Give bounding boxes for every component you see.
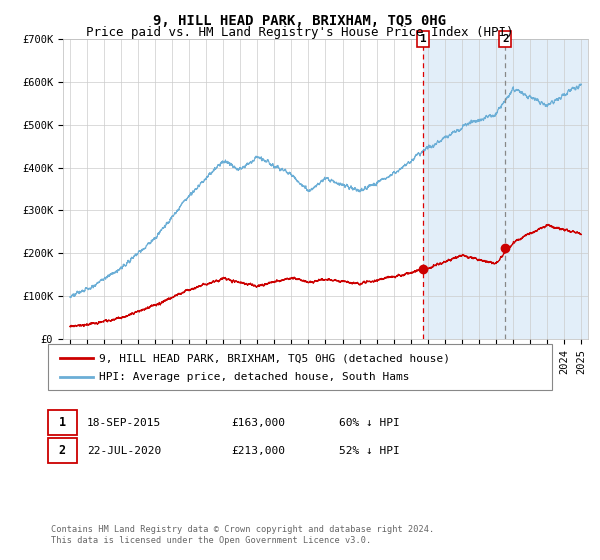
Text: 9, HILL HEAD PARK, BRIXHAM, TQ5 0HG: 9, HILL HEAD PARK, BRIXHAM, TQ5 0HG bbox=[154, 14, 446, 28]
Text: 52% ↓ HPI: 52% ↓ HPI bbox=[339, 446, 400, 456]
Text: 9, HILL HEAD PARK, BRIXHAM, TQ5 0HG (detached house): 9, HILL HEAD PARK, BRIXHAM, TQ5 0HG (det… bbox=[99, 353, 450, 363]
Text: £213,000: £213,000 bbox=[231, 446, 285, 456]
Text: 1: 1 bbox=[419, 34, 427, 44]
Text: HPI: Average price, detached house, South Hams: HPI: Average price, detached house, Sout… bbox=[99, 372, 409, 382]
Text: Price paid vs. HM Land Registry's House Price Index (HPI): Price paid vs. HM Land Registry's House … bbox=[86, 26, 514, 39]
Text: 18-SEP-2015: 18-SEP-2015 bbox=[87, 418, 161, 428]
Bar bbox=[423, 39, 590, 339]
Text: 2: 2 bbox=[502, 34, 509, 44]
Text: 1: 1 bbox=[59, 416, 66, 430]
Text: £163,000: £163,000 bbox=[231, 418, 285, 428]
Text: 2: 2 bbox=[59, 444, 66, 458]
Text: 60% ↓ HPI: 60% ↓ HPI bbox=[339, 418, 400, 428]
Text: Contains HM Land Registry data © Crown copyright and database right 2024.
This d: Contains HM Land Registry data © Crown c… bbox=[51, 525, 434, 545]
Text: 22-JUL-2020: 22-JUL-2020 bbox=[87, 446, 161, 456]
